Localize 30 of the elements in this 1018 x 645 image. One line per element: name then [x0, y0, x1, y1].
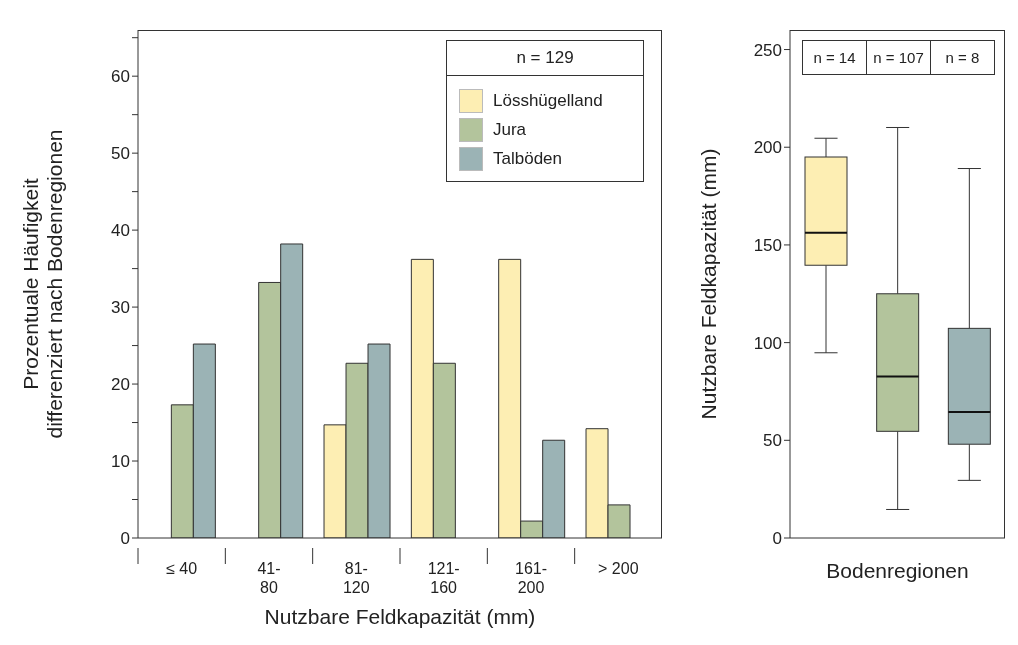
annotation: n = 14 — [812, 48, 857, 68]
y-tick-label: 0 — [772, 529, 782, 549]
legend-label: Talböden — [493, 148, 563, 169]
y-tick-label: 200 — [753, 138, 782, 158]
x-tick-label: 41-80 — [257, 560, 281, 596]
y-axis-title: Nutzbare Feldkapazität (mm) — [697, 148, 720, 420]
y-tick-label: 40 — [111, 221, 130, 241]
y-tick-label: 0 — [120, 529, 130, 549]
x-tick-label: 81-120 — [342, 560, 370, 596]
legend-label: Lösshügelland — [493, 90, 603, 111]
y-tick-label: 10 — [111, 452, 130, 472]
y-axis-title: Prozentuale Häufigkeit differenziert nach Bodenregionen — [19, 129, 66, 439]
x-tick-label: > 200 — [598, 560, 639, 577]
x-axis-title: Bodenregionen — [826, 559, 969, 582]
x-tick-label: 161-200 — [514, 560, 548, 596]
y-tick-label: 50 — [111, 144, 130, 164]
legend-label: Jura — [493, 119, 527, 140]
y-tick-label: 150 — [753, 235, 782, 255]
y-tick-label: 100 — [753, 333, 782, 353]
x-tick-label: ≤ 40 — [166, 560, 198, 577]
y-tick-label: 20 — [111, 375, 130, 395]
y-tick-label: 50 — [763, 431, 782, 451]
x-tick-label: 121-160 — [427, 560, 460, 596]
annotation: n = 8 — [930, 41, 994, 74]
x-axis-title: Nutzbare Feldkapazität (mm) — [264, 605, 536, 628]
legend-header-cell: n = 129 — [447, 41, 643, 76]
y-tick-label: 60 — [111, 67, 130, 87]
y-tick-label: 250 — [753, 40, 782, 60]
annotation: n = 107 — [866, 41, 930, 74]
y-tick-label: 30 — [111, 298, 130, 318]
